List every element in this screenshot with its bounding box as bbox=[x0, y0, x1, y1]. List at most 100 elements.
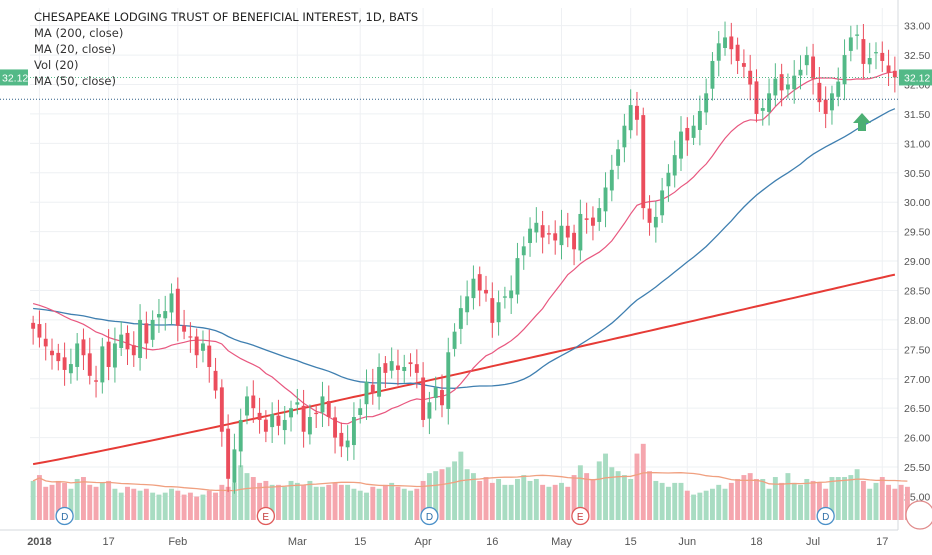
y-tick-label: 29.00 bbox=[904, 256, 930, 268]
candle-body bbox=[333, 417, 338, 438]
candle-body bbox=[842, 55, 847, 85]
volume-bar bbox=[565, 486, 571, 520]
candle-body bbox=[528, 228, 532, 244]
volume-bar bbox=[747, 473, 753, 520]
volume-bar bbox=[376, 488, 382, 520]
volume-bar bbox=[395, 486, 401, 520]
volume-bar bbox=[735, 478, 741, 520]
y-tick-label: 25.00 bbox=[904, 491, 930, 503]
candle-body bbox=[138, 319, 143, 358]
volume-bar bbox=[609, 467, 615, 520]
candle-body bbox=[270, 414, 275, 428]
y-tick-label: 26.50 bbox=[904, 403, 930, 415]
volume-bar bbox=[590, 478, 596, 520]
volume-bar bbox=[414, 488, 420, 520]
volume-bar bbox=[452, 461, 458, 520]
candle-body bbox=[396, 365, 400, 370]
candle-body bbox=[710, 60, 715, 89]
dividend-marker bbox=[816, 506, 835, 526]
candle-body bbox=[785, 84, 790, 90]
candle-body bbox=[276, 415, 281, 426]
event-marker-letter: D bbox=[426, 512, 433, 523]
volume-bar bbox=[238, 465, 244, 520]
volume-bar bbox=[621, 475, 627, 520]
candle-body bbox=[603, 187, 608, 212]
volume-bar bbox=[332, 482, 338, 520]
volume-bar bbox=[364, 492, 369, 520]
y-tick-label: 30.00 bbox=[904, 197, 930, 209]
volume-bar bbox=[206, 490, 212, 520]
volume-bar bbox=[722, 488, 728, 520]
volume-bar bbox=[779, 482, 785, 520]
candle-body bbox=[389, 361, 394, 371]
legend-ma200[interactable]: MA (200, close) bbox=[34, 26, 124, 40]
candle-body bbox=[119, 334, 124, 349]
volume-bar bbox=[533, 478, 539, 520]
volume-bar bbox=[842, 477, 847, 520]
candle-body bbox=[559, 225, 564, 246]
x-tick-label: Feb bbox=[168, 536, 187, 548]
candle-body bbox=[452, 331, 457, 349]
candle-body bbox=[289, 408, 293, 418]
volume-bar bbox=[194, 496, 200, 520]
candle-body bbox=[383, 363, 388, 373]
candle-body bbox=[433, 387, 438, 398]
candle-body bbox=[886, 65, 891, 73]
candle-body bbox=[754, 81, 759, 114]
volume-bar bbox=[433, 471, 439, 520]
candle-body bbox=[502, 296, 507, 298]
volume-bar bbox=[709, 488, 715, 520]
candle-body bbox=[31, 322, 36, 329]
volume-bar bbox=[577, 465, 583, 520]
candle-body bbox=[169, 293, 174, 313]
volume-bar bbox=[370, 486, 376, 520]
price-tag-right-label: 32.12 bbox=[904, 72, 930, 84]
volume-bar bbox=[640, 443, 646, 520]
volume-bar bbox=[728, 482, 734, 520]
volume-bar bbox=[225, 486, 231, 520]
volume-bar bbox=[408, 490, 413, 520]
volume-bar bbox=[584, 473, 590, 520]
volume-bar bbox=[684, 490, 690, 520]
price-tag-left-label: 32.12 bbox=[2, 72, 28, 84]
event-marker-letter: D bbox=[822, 512, 829, 523]
volume-ma-line bbox=[32, 472, 908, 492]
candle-body bbox=[666, 172, 671, 187]
candle-body bbox=[804, 55, 809, 66]
legend-volume[interactable]: Vol (20) bbox=[34, 58, 79, 72]
legend-ma50[interactable]: MA (50, close) bbox=[34, 74, 116, 88]
volume-bar bbox=[546, 486, 552, 520]
volume-bar bbox=[628, 478, 634, 520]
candle-body bbox=[704, 93, 709, 113]
y-tick-label: 25.50 bbox=[904, 462, 930, 474]
volume-bar bbox=[106, 480, 112, 520]
volume-bar bbox=[785, 473, 791, 520]
y-tick-label: 31.50 bbox=[904, 109, 930, 121]
candle-body bbox=[590, 217, 595, 226]
volume-bar bbox=[470, 473, 476, 520]
x-tick-label: 16 bbox=[486, 536, 498, 548]
volume-bar bbox=[904, 486, 910, 520]
candle-body bbox=[817, 82, 822, 103]
candle-body bbox=[490, 298, 495, 323]
volume-bar bbox=[219, 484, 225, 520]
price-tag-right bbox=[899, 69, 932, 86]
candle-body bbox=[144, 323, 149, 344]
volume-bar bbox=[527, 480, 533, 520]
candle-body bbox=[326, 401, 331, 418]
volume-bar bbox=[213, 492, 219, 520]
volume-bar bbox=[156, 494, 162, 520]
volume-bar bbox=[678, 482, 684, 520]
legend-ma20[interactable]: MA (20, close) bbox=[34, 42, 116, 56]
volume-bar bbox=[772, 477, 778, 520]
candle-body bbox=[767, 93, 772, 112]
candle-body bbox=[427, 402, 432, 419]
volume-bar bbox=[860, 480, 866, 520]
chart-title: CHESAPEAKE LODGING TRUST OF BENEFICIAL I… bbox=[34, 10, 419, 24]
candle-body bbox=[565, 225, 570, 238]
candle-body bbox=[741, 63, 746, 67]
candle-body bbox=[446, 352, 451, 409]
volume-bar bbox=[886, 484, 892, 520]
